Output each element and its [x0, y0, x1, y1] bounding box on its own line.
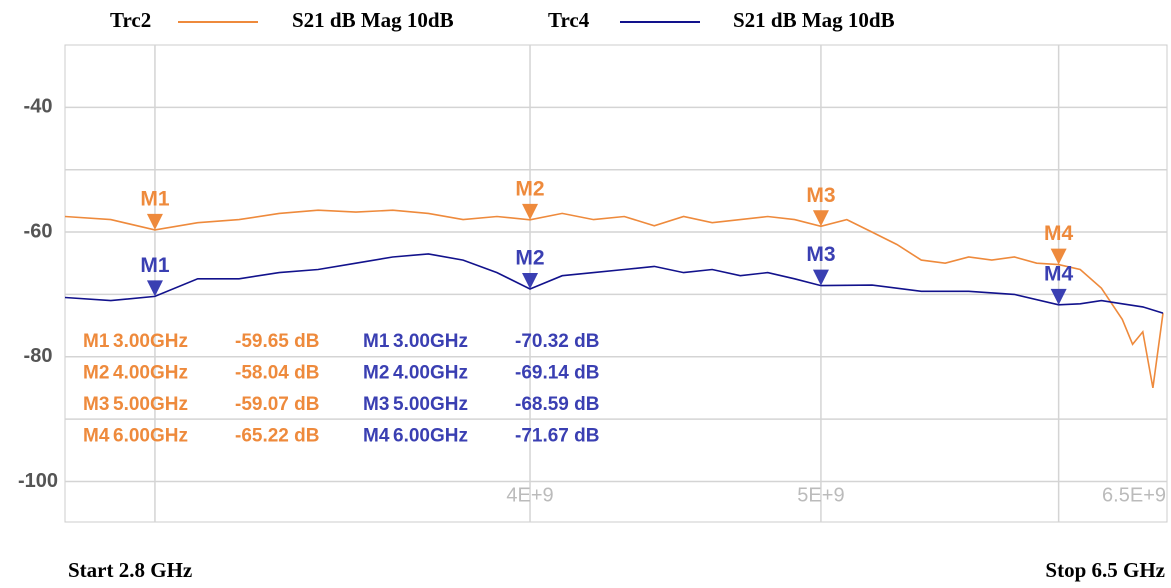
marker-table-freq: 6.00GHz [113, 426, 188, 447]
marker-table-value: -59.07 dB [235, 394, 319, 415]
marker [812, 269, 829, 286]
marker-table-name: M2 [83, 363, 109, 384]
y-tick-label: -60 [24, 220, 53, 242]
marker-label: M4 [1044, 222, 1073, 245]
marker-table-name: M3 [83, 394, 109, 415]
marker-table-freq: 3.00GHz [113, 331, 188, 352]
marker-table-freq: 5.00GHz [113, 394, 188, 415]
x-tick-label: 6.5E+9 [1102, 484, 1166, 506]
x-tick-label: 4E+9 [506, 484, 553, 506]
marker [146, 280, 163, 297]
marker-table-freq: 4.00GHz [113, 363, 188, 384]
marker-table-name: M3 [363, 394, 389, 415]
marker-table-value: -70.32 dB [515, 331, 599, 352]
trace [64, 209, 1164, 389]
trace [64, 253, 1164, 314]
marker-label: M2 [515, 247, 544, 270]
marker-table-value: -69.14 dB [515, 363, 599, 384]
stop-label: Stop 6.5 GHz [1045, 558, 1165, 582]
marker-table-name: M2 [363, 363, 389, 384]
y-tick-label: -80 [24, 345, 53, 367]
marker-table-value: -65.22 dB [235, 426, 319, 447]
marker [146, 213, 163, 230]
marker-table-name: M1 [363, 331, 390, 352]
marker-label: M1 [140, 187, 169, 210]
marker-table-freq: 4.00GHz [393, 363, 468, 384]
marker-table-freq: 3.00GHz [393, 331, 468, 352]
marker [812, 210, 829, 227]
y-tick-label: -40 [24, 96, 53, 118]
marker-table-name: M1 [83, 331, 110, 352]
marker [522, 203, 539, 220]
plot-area [64, 44, 1168, 523]
marker-table-name: M4 [363, 426, 390, 447]
marker-table-value: -71.67 dB [515, 426, 599, 447]
marker [522, 273, 539, 290]
y-tick-label: -100 [18, 470, 58, 492]
marker-table-name: M4 [83, 426, 110, 447]
start-label: Start 2.8 GHz [68, 558, 192, 582]
marker-table-value: -59.65 dB [235, 331, 319, 352]
marker-label: M3 [806, 243, 835, 266]
marker-label: M2 [515, 177, 544, 200]
marker-label: M1 [140, 254, 169, 277]
legend-name: Trc4 [548, 8, 590, 32]
marker-label: M4 [1044, 262, 1073, 285]
marker-table-value: -58.04 dB [235, 363, 319, 384]
legend-name: Trc2 [110, 8, 151, 32]
marker [1050, 248, 1067, 265]
marker [1050, 288, 1067, 305]
x-tick-label: 5E+9 [797, 484, 844, 506]
marker-label: M3 [806, 184, 835, 207]
marker-table-value: -68.59 dB [515, 394, 599, 415]
marker-table-freq: 5.00GHz [393, 394, 468, 415]
legend-label: S21 dB Mag 10dB [292, 8, 454, 32]
legend-label: S21 dB Mag 10dB [733, 8, 895, 32]
marker-table-freq: 6.00GHz [393, 426, 468, 447]
